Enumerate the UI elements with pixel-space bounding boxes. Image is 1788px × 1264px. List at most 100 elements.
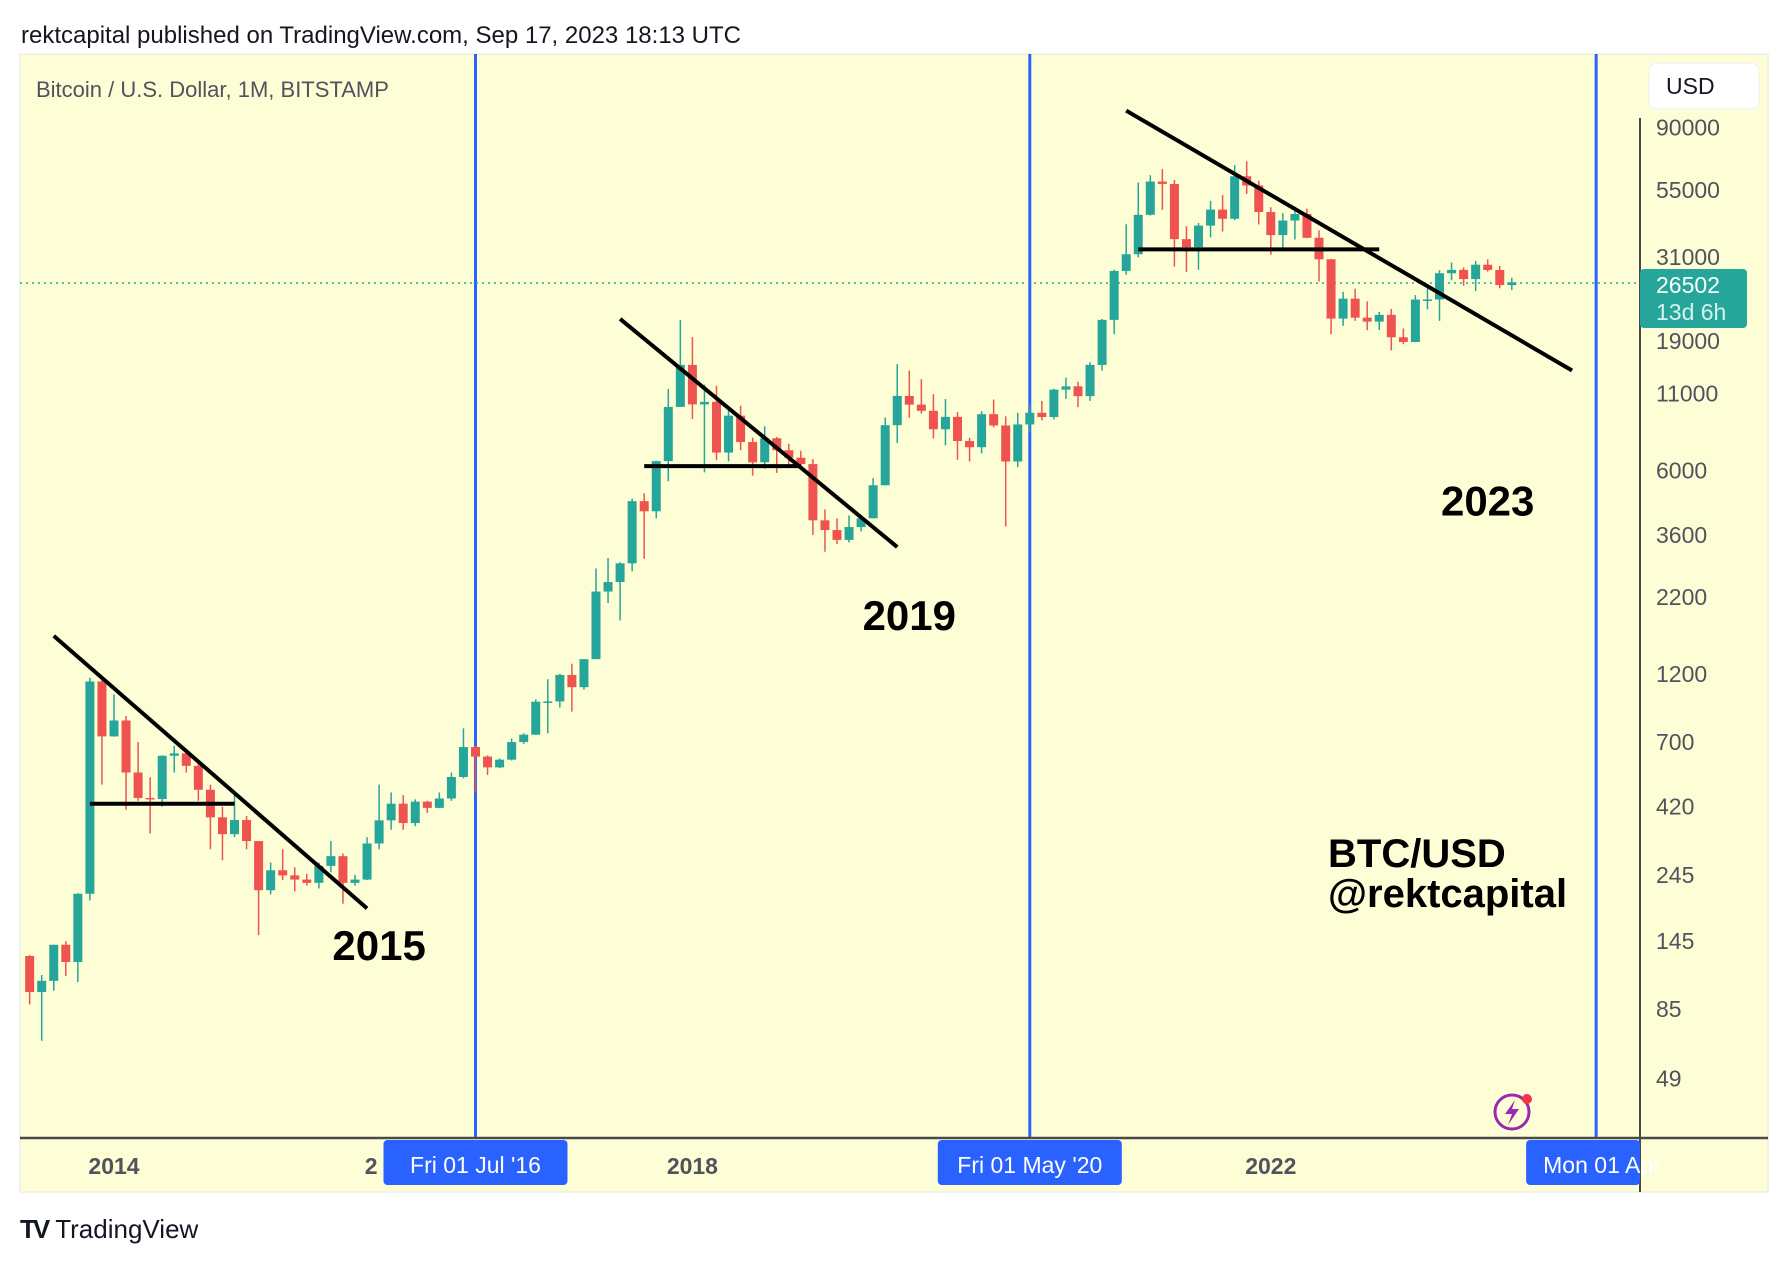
chart-background — [19, 53, 1769, 1193]
tradingview-logo[interactable]: TV TradingView — [20, 1214, 198, 1245]
candle — [543, 679, 553, 734]
candle — [386, 792, 396, 830]
candle — [1459, 267, 1469, 286]
candle-body — [615, 563, 625, 583]
candle-body — [1495, 269, 1505, 286]
candle-body — [242, 819, 252, 842]
candle — [627, 498, 637, 572]
candle — [326, 841, 336, 873]
candle-body — [675, 364, 685, 407]
candle-body — [989, 414, 999, 426]
candle — [1109, 269, 1119, 335]
candle — [1422, 288, 1432, 310]
candle — [880, 417, 890, 486]
currency-button[interactable]: USD — [1648, 62, 1760, 110]
candle-body — [808, 464, 818, 521]
candle — [362, 837, 372, 881]
candle-body — [832, 530, 842, 540]
publish-header: rektcapital published on TradingView.com… — [21, 22, 741, 49]
candle-body — [784, 450, 794, 458]
candle-body — [651, 461, 661, 512]
candle — [495, 758, 505, 769]
time-axis-tick: 2014 — [88, 1153, 139, 1179]
marker-date-badge — [937, 1140, 1122, 1185]
candle-body — [1254, 185, 1264, 213]
candle — [591, 568, 601, 660]
candle — [109, 694, 119, 737]
lightning-icon[interactable] — [1493, 1093, 1532, 1131]
price-axis-tick: 700 — [1656, 729, 1694, 755]
candle — [73, 893, 83, 983]
candle — [37, 975, 47, 1041]
candle-body — [398, 803, 408, 824]
candle-body — [1121, 254, 1131, 271]
candle-body — [904, 395, 914, 405]
candle-body — [37, 980, 47, 993]
candle-body — [25, 955, 35, 993]
candle-body — [1422, 299, 1432, 301]
candle — [1133, 182, 1143, 258]
candle-body — [145, 797, 155, 800]
candle-body — [687, 364, 697, 405]
candle-body — [1013, 424, 1023, 462]
candle — [832, 518, 842, 544]
candle-body — [85, 681, 95, 894]
candle-body — [1507, 282, 1517, 286]
candle — [338, 853, 348, 904]
candle-body — [1085, 364, 1095, 397]
candle-body — [627, 501, 637, 564]
candle-body — [603, 582, 613, 592]
candle-body — [892, 395, 902, 426]
candle-body — [350, 879, 360, 883]
candle-body — [977, 414, 987, 448]
time-axis-tick: 2018 — [667, 1153, 718, 1179]
candle — [217, 806, 227, 861]
year-annotation: 2015 — [332, 922, 425, 969]
candle-body — [1374, 314, 1384, 322]
candle-body — [1386, 314, 1396, 338]
candle — [808, 459, 818, 535]
candle — [458, 728, 468, 779]
year-annotation: 2023 — [1441, 477, 1534, 524]
candle — [820, 509, 830, 552]
trendline — [52, 634, 369, 910]
candle — [25, 955, 35, 1005]
price-axis-tick: 90000 — [1656, 115, 1720, 141]
candle — [483, 755, 493, 775]
candle — [965, 437, 975, 462]
candle-body — [1049, 389, 1059, 418]
candle-body — [820, 520, 830, 531]
candle — [1073, 381, 1083, 408]
candle-body — [446, 776, 456, 799]
candle — [290, 867, 300, 892]
candle-body — [1194, 225, 1203, 248]
candle — [471, 745, 480, 793]
candle-body — [483, 756, 493, 768]
candle — [169, 745, 179, 773]
candle-body — [760, 438, 770, 463]
candle-body — [507, 742, 517, 760]
candle-body — [1037, 412, 1047, 418]
candle-body — [965, 441, 975, 448]
symbol-title: Bitcoin / U.S. Dollar, 1M, BITSTAMP — [36, 77, 389, 102]
candle — [928, 394, 938, 439]
candle-body — [374, 820, 384, 844]
candle-body — [1266, 212, 1276, 236]
watermark-line1: BTC/USD — [1328, 832, 1506, 876]
candle-body — [724, 415, 734, 453]
candle — [181, 751, 191, 773]
candle — [242, 816, 252, 850]
candle-body — [410, 801, 420, 824]
candle-body — [555, 674, 565, 702]
candle — [977, 411, 987, 454]
candle — [1025, 404, 1035, 433]
year-annotation: 2019 — [863, 592, 956, 639]
candle — [989, 399, 999, 428]
candle — [868, 478, 878, 519]
candle-body — [928, 410, 938, 430]
candle — [1157, 169, 1167, 210]
candle — [916, 379, 926, 414]
candle — [844, 515, 854, 543]
candle-body — [1206, 209, 1216, 226]
